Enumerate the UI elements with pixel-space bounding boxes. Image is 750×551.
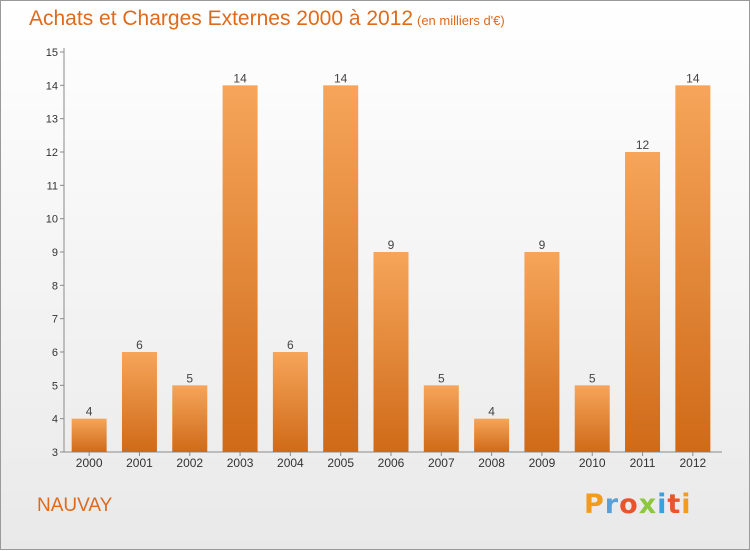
data-label: 5 bbox=[589, 371, 596, 385]
x-tick-label: 2004 bbox=[277, 456, 304, 470]
logo-letter: P bbox=[584, 489, 605, 520]
data-label: 12 bbox=[636, 138, 650, 152]
y-tick-label: 12 bbox=[46, 147, 58, 159]
x-tick-label: 2007 bbox=[428, 456, 455, 470]
bar bbox=[474, 418, 510, 452]
bar bbox=[272, 352, 308, 452]
data-label: 9 bbox=[388, 238, 395, 252]
x-tick-label: 2001 bbox=[126, 456, 153, 470]
y-tick-label: 10 bbox=[46, 214, 58, 226]
data-label: 4 bbox=[488, 405, 495, 419]
bar bbox=[625, 152, 661, 452]
commune-name: NAUVAY bbox=[37, 495, 113, 516]
bar bbox=[423, 385, 459, 452]
logo-letter: x bbox=[638, 489, 658, 520]
x-tick-label: 2009 bbox=[529, 456, 556, 470]
x-tick-label: 2008 bbox=[478, 456, 505, 470]
bar bbox=[172, 385, 208, 452]
bar bbox=[121, 352, 157, 452]
data-label: 5 bbox=[438, 371, 445, 385]
x-tick-label: 2002 bbox=[176, 456, 203, 470]
data-label: 14 bbox=[233, 71, 247, 85]
bar bbox=[373, 252, 409, 452]
data-label: 6 bbox=[136, 338, 143, 352]
logo-letter: r bbox=[604, 489, 620, 520]
data-label: 14 bbox=[334, 71, 348, 85]
bar bbox=[524, 252, 560, 452]
y-tick-label: 13 bbox=[46, 114, 58, 126]
logo-letter: o bbox=[619, 489, 639, 520]
x-tick-label: 2010 bbox=[579, 456, 606, 470]
y-tick-label: 15 bbox=[46, 47, 58, 59]
y-tick-label: 7 bbox=[52, 314, 58, 326]
y-tick-label: 3 bbox=[52, 447, 58, 459]
y-tick-label: 8 bbox=[52, 280, 58, 292]
bar bbox=[323, 85, 359, 452]
logo-letter: t bbox=[667, 489, 682, 520]
bar bbox=[574, 385, 610, 452]
data-label: 4 bbox=[86, 405, 93, 419]
x-tick-label: 2011 bbox=[630, 456, 656, 470]
y-tick-label: 11 bbox=[47, 180, 58, 192]
x-tick-label: 2005 bbox=[327, 456, 354, 470]
y-tick-label: 9 bbox=[52, 247, 58, 259]
x-tick-label: 2003 bbox=[227, 456, 254, 470]
data-label: 5 bbox=[186, 371, 193, 385]
data-label: 9 bbox=[539, 238, 546, 252]
bar bbox=[675, 85, 711, 452]
chart-title: Achats et Charges Externes 2000 à 2012 bbox=[29, 7, 414, 30]
data-label: 6 bbox=[287, 338, 294, 352]
bar bbox=[71, 418, 107, 452]
y-tick-label: 4 bbox=[52, 414, 58, 426]
y-tick-label: 5 bbox=[52, 380, 58, 392]
logo-letter: i bbox=[681, 489, 692, 520]
y-tick-label: 6 bbox=[52, 347, 58, 359]
proxiti-logo[interactable]: Proxiti bbox=[584, 489, 692, 520]
x-tick-label: 2006 bbox=[378, 456, 405, 470]
x-tick-label: 2012 bbox=[679, 456, 706, 470]
chart-subtitle: (en milliers d'€) bbox=[417, 13, 505, 28]
y-tick-label: 14 bbox=[46, 80, 58, 92]
bar bbox=[222, 85, 258, 452]
logo-letter: i bbox=[657, 489, 668, 520]
x-tick-label: 2000 bbox=[76, 456, 103, 470]
data-label: 14 bbox=[686, 71, 700, 85]
